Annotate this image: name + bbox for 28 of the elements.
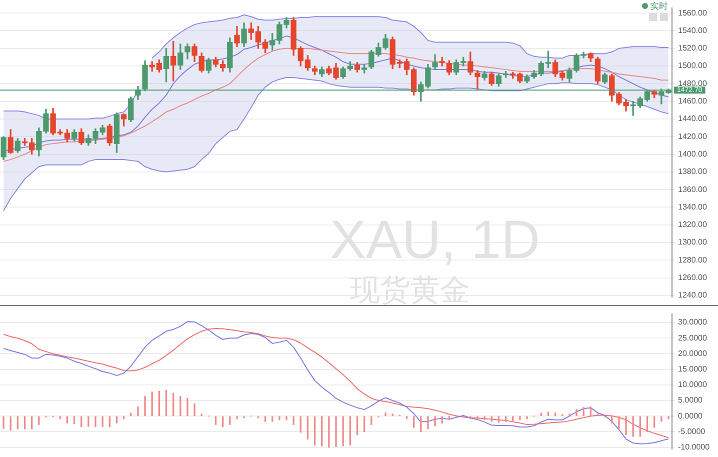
y-tick-label: 30.0000 — [678, 318, 708, 327]
y-tick-label: -5.0000 — [678, 426, 706, 436]
y-tick-label: 5.0000 — [678, 396, 704, 405]
y-tick-label: 1500.00 — [678, 61, 708, 70]
annotation: 实时 — [650, 1, 668, 11]
y-tick-label: 1440.00 — [678, 114, 708, 124]
y-tick-label: 0.0000 — [678, 411, 704, 420]
y-tick-label: 1400.00 — [678, 149, 708, 158]
y-tick-label: 1520.00 — [678, 44, 708, 53]
y-tick-label: 1560.00 — [678, 8, 708, 18]
y-tick-label: 1320.00 — [678, 220, 708, 230]
y-tick-label: 25.0000 — [678, 333, 708, 342]
y-tick-label: -10.0000 — [678, 442, 710, 452]
y-tick-label: 10.0000 — [678, 380, 708, 390]
y-tick-label: 1460.00 — [678, 96, 708, 106]
y-tick-label: 1420.00 — [678, 132, 708, 141]
y-tick-label: 15.0000 — [678, 364, 708, 374]
y-tick-label: 20.0000 — [678, 348, 708, 358]
y-tick-label: 1540.00 — [678, 26, 708, 35]
y-tick-label: 1340.00 — [678, 202, 708, 212]
y-tick-label: 1240.00 — [678, 290, 708, 300]
candlestick — [474, 70, 480, 90]
y-tick-label: 1280.00 — [678, 255, 708, 264]
y-tick-label: 1260.00 — [678, 272, 708, 282]
y-tick-label: 1360.00 — [678, 184, 708, 194]
y-tick-label: 1480.00 — [678, 78, 708, 88]
y-tick-label: 1300.00 — [678, 238, 708, 247]
y-tick-label: 1380.00 — [678, 167, 708, 176]
